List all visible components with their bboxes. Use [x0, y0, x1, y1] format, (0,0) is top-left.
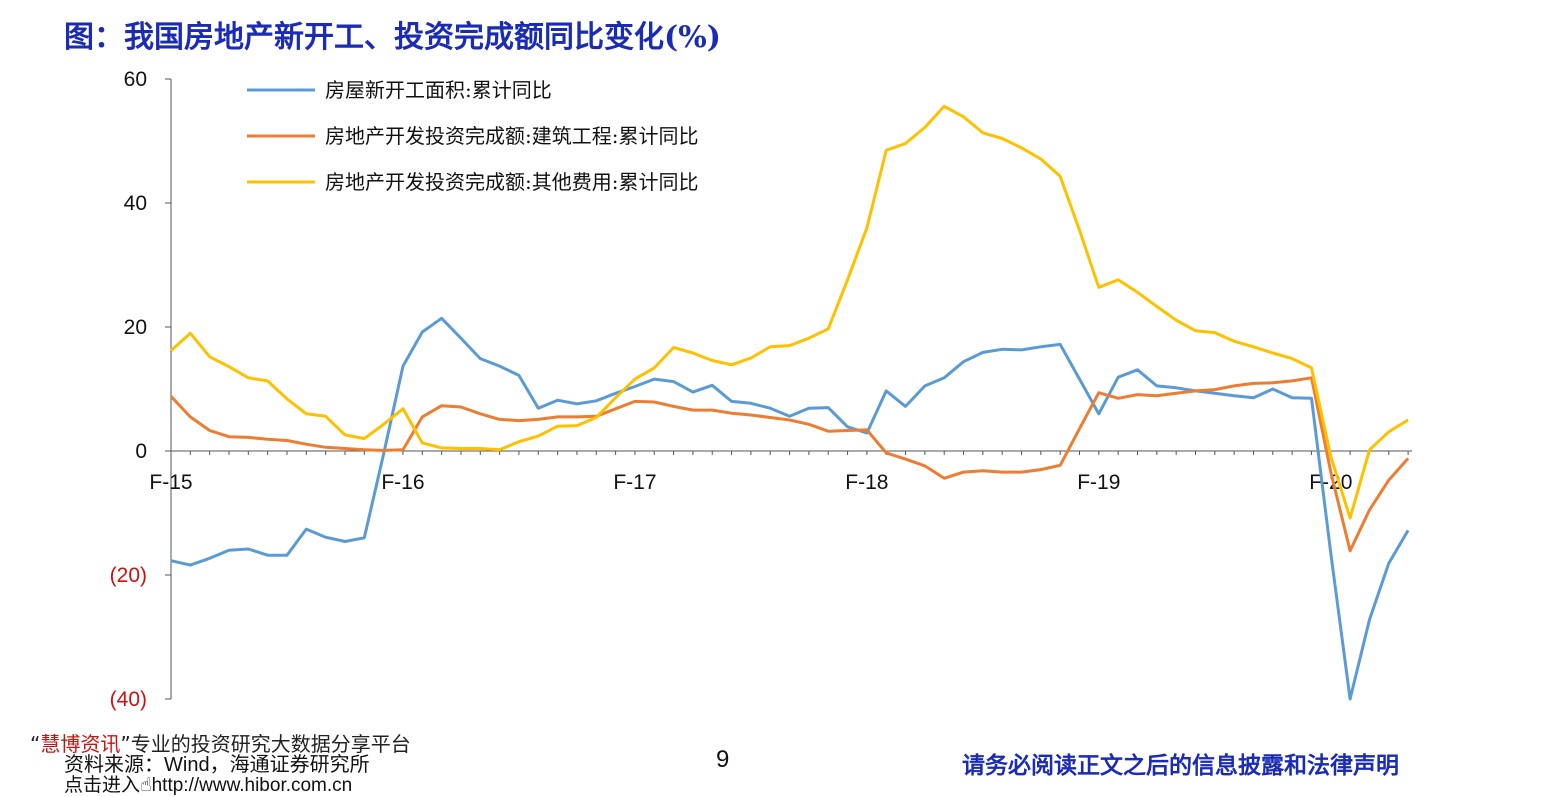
- enter-label: 点击进入: [64, 774, 140, 796]
- legend-label-2: 房地产开发投资完成额:建筑工程:累计同比: [325, 124, 698, 148]
- chart-legend: 房屋新开工面积:累计同比房地产开发投资完成额:建筑工程:累计同比房地产开发投资完…: [247, 78, 698, 194]
- hand-pointer-icon: ☝: [140, 774, 152, 796]
- x-tick-label: F-18: [845, 471, 888, 494]
- legend-label-3: 房地产开发投资完成额:其他费用:累计同比: [325, 170, 698, 194]
- promo-quote: “: [30, 732, 40, 756]
- disclaimer: 请务必阅读正文之后的信息披露和法律声明: [962, 746, 1399, 780]
- site-link[interactable]: http://www.hibor.com.cn: [152, 775, 353, 796]
- y-tick-label: 20: [124, 316, 147, 339]
- series-layer: [171, 106, 1408, 699]
- x-tick-label: F-15: [149, 471, 192, 494]
- y-tick-label: 40: [124, 192, 147, 215]
- page-number: 9: [716, 746, 729, 774]
- y-tick-label: 0: [135, 440, 147, 463]
- y-tick-label: (40): [110, 688, 147, 711]
- series-line-3: [171, 106, 1408, 518]
- enter-link-line: 点击进入☝http://www.hibor.com.cn: [64, 770, 352, 797]
- series-line-2: [171, 378, 1408, 551]
- y-tick-label: (20): [110, 564, 147, 587]
- x-tick-label: F-19: [1077, 471, 1120, 494]
- legend-label-1: 房屋新开工面积:累计同比: [325, 78, 552, 102]
- x-tick-label: F-16: [381, 471, 424, 494]
- x-tick-label: F-17: [613, 471, 656, 494]
- y-tick-label: 60: [124, 68, 147, 91]
- series-line-1: [171, 318, 1408, 699]
